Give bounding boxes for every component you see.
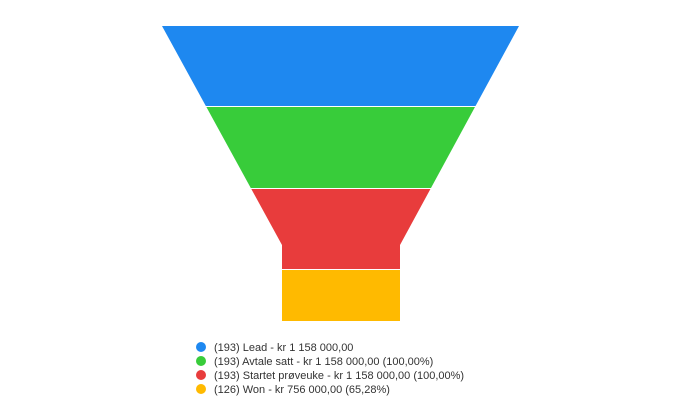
- legend-label: (126) Won - kr 756 000,00 (65,28%): [214, 384, 390, 396]
- legend-label: (193) Avtale satt - kr 1 158 000,00 (100…: [214, 356, 433, 368]
- legend-marker: [196, 342, 206, 352]
- legend-marker: [196, 370, 206, 380]
- funnel-segment: [251, 189, 431, 269]
- legend-label: (193) Lead - kr 1 158 000,00: [214, 342, 353, 354]
- funnel-segment: [206, 107, 475, 188]
- legend-marker: [196, 356, 206, 366]
- legend-marker: [196, 384, 206, 394]
- legend-label: (193) Startet prøveuke - kr 1 158 000,00…: [214, 370, 464, 382]
- funnel-segment: [282, 270, 400, 321]
- funnel-segment: [162, 26, 519, 106]
